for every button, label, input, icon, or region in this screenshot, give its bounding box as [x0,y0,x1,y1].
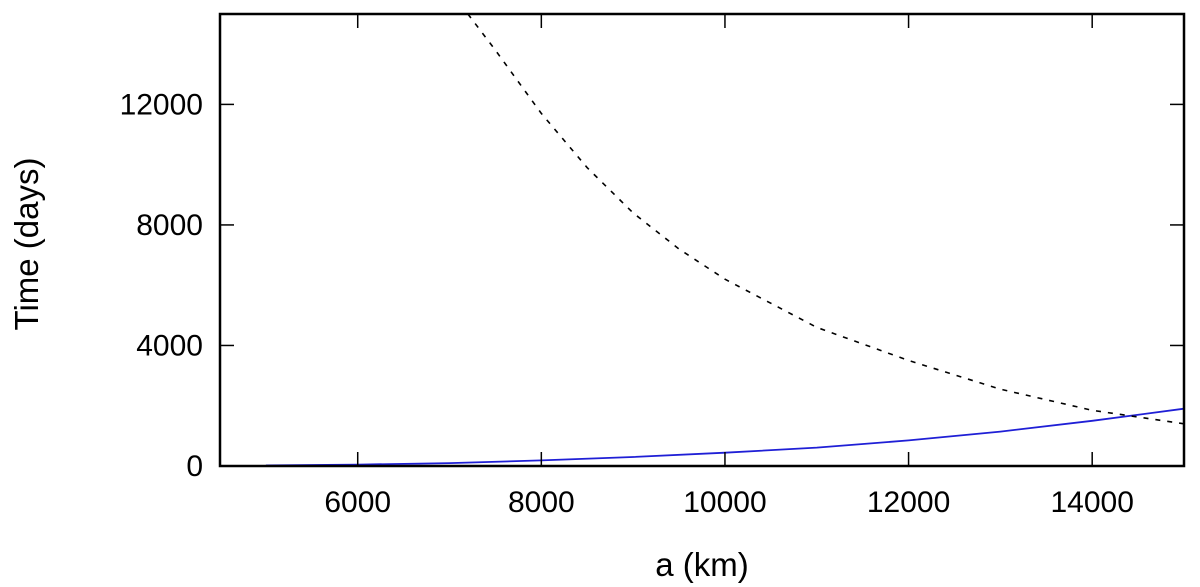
x-tick-label: 14000 [1050,486,1133,519]
y-tick-label: 8000 [136,209,203,242]
y-tick-label: 0 [186,450,203,483]
x-tick-label: 10000 [683,486,766,519]
x-tick-label: 12000 [867,486,950,519]
y-axis-ticks: 0 4000 8000 12000 [120,88,1184,483]
y-tick-label: 4000 [136,329,203,362]
y-tick-label: 12000 [120,88,203,121]
plot-frame [218,12,1186,468]
series-line-2 [467,14,1184,425]
x-tick-label: 6000 [324,486,391,519]
plot-area [218,12,1186,468]
x-axis-title: a (km) [655,546,749,583]
x-tick-label: 8000 [508,486,575,519]
x-axis-ticks: 6000 8000 10000 12000 14000 [324,14,1134,519]
y-axis-title: Time (days) [8,158,45,331]
